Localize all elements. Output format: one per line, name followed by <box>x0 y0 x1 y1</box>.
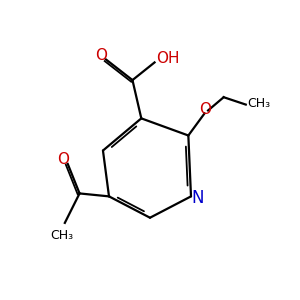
Text: O: O <box>200 102 211 117</box>
Text: CH₃: CH₃ <box>247 97 270 110</box>
Text: O: O <box>57 152 69 167</box>
Text: N: N <box>191 189 204 207</box>
Text: O: O <box>96 48 108 63</box>
Text: OH: OH <box>156 50 179 65</box>
Text: CH₃: CH₃ <box>50 230 74 242</box>
